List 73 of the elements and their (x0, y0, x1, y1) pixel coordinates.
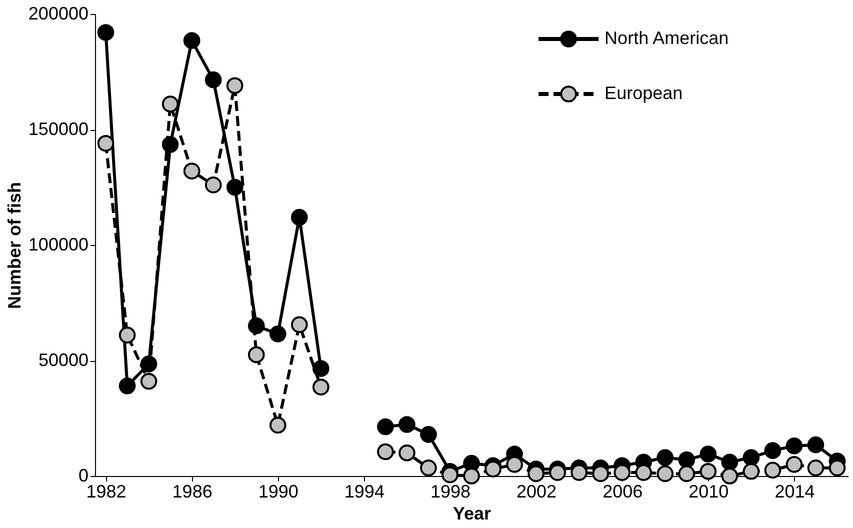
point (97, 24, 114, 41)
x-tick-label: 2010 (688, 482, 729, 502)
x-tick-label: 1990 (258, 482, 298, 502)
point (183, 162, 200, 180)
point (204, 71, 222, 88)
y-tick-label: 150000 (28, 119, 88, 139)
point (420, 426, 437, 443)
point (312, 360, 330, 377)
y-axis-title: Number of fish (4, 182, 24, 310)
point (162, 96, 179, 112)
point (162, 136, 179, 153)
x-tick-label: 1986 (172, 482, 212, 502)
y-tick-label: 0 (78, 466, 88, 486)
point (269, 326, 286, 342)
point (635, 464, 652, 481)
point (484, 460, 502, 478)
point (140, 372, 158, 390)
point (700, 446, 717, 462)
point (528, 465, 544, 482)
point (312, 378, 330, 396)
point (764, 442, 782, 459)
point (721, 454, 738, 471)
x-tick-label: 1998 (430, 482, 471, 502)
x-tick-label: 2006 (602, 482, 643, 502)
point (786, 456, 803, 473)
point (377, 418, 394, 436)
point (742, 449, 760, 466)
point (721, 468, 738, 484)
point (700, 462, 717, 480)
point (97, 134, 114, 152)
point (549, 464, 566, 481)
point (807, 460, 824, 476)
point (656, 449, 674, 466)
point (269, 416, 286, 434)
point (377, 443, 394, 460)
point (290, 208, 308, 226)
point (118, 326, 136, 344)
point (506, 456, 523, 473)
point (764, 462, 782, 479)
x-tick-label: 1994 (344, 482, 384, 502)
x-axis-title: Year (452, 504, 492, 524)
point (248, 346, 265, 364)
point (786, 438, 803, 454)
x-tick-label: 2014 (774, 482, 815, 502)
point (463, 468, 480, 484)
y-tick-label: 50000 (38, 350, 88, 370)
point (248, 317, 265, 334)
point (183, 32, 200, 49)
point (656, 465, 674, 482)
point (678, 451, 696, 468)
y-tick-label: 200000 (28, 4, 88, 24)
x-tick-label: 1982 (86, 482, 126, 502)
point (140, 356, 158, 372)
point (226, 77, 244, 94)
y-tick-label: 100000 (28, 234, 88, 254)
point (398, 416, 416, 433)
point (570, 464, 588, 481)
point (828, 460, 846, 476)
legend-label: European (604, 83, 683, 103)
point (807, 436, 824, 454)
point (442, 466, 458, 484)
point (398, 444, 416, 462)
point (118, 378, 136, 394)
point (614, 464, 631, 481)
point (678, 465, 696, 482)
point (204, 176, 222, 194)
point (290, 316, 308, 334)
point (420, 460, 437, 476)
x-tick-label: 2002 (516, 482, 557, 502)
point (226, 178, 244, 196)
point (592, 465, 609, 482)
point (742, 462, 760, 480)
legend-label: North American (604, 28, 729, 48)
